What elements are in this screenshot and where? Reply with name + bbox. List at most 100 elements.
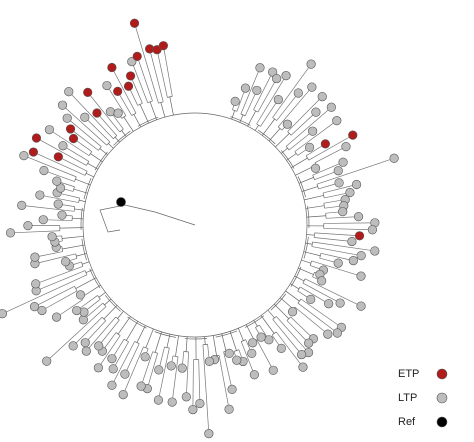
tip bbox=[204, 429, 214, 439]
tip bbox=[308, 126, 318, 136]
tip bbox=[320, 139, 330, 149]
branch bbox=[99, 116, 118, 136]
tip bbox=[317, 91, 327, 102]
tip bbox=[31, 133, 42, 143]
tip bbox=[351, 179, 362, 190]
branch bbox=[76, 316, 103, 343]
branch bbox=[76, 140, 93, 152]
branch bbox=[113, 71, 137, 114]
tip bbox=[356, 271, 366, 281]
tip bbox=[248, 338, 258, 348]
tip bbox=[356, 301, 366, 311]
branch bbox=[198, 359, 201, 400]
tip bbox=[166, 361, 176, 371]
branch bbox=[324, 193, 346, 199]
branch bbox=[88, 316, 116, 348]
tip bbox=[293, 88, 303, 98]
branch bbox=[126, 321, 139, 341]
branch bbox=[100, 335, 121, 365]
tip bbox=[53, 152, 63, 162]
branch bbox=[244, 94, 256, 117]
branch bbox=[139, 104, 149, 124]
tip bbox=[31, 279, 41, 289]
branch bbox=[325, 211, 339, 214]
branch bbox=[207, 344, 210, 357]
tip bbox=[61, 257, 71, 267]
clade-arc bbox=[137, 116, 159, 127]
branch bbox=[40, 139, 87, 166]
branch bbox=[142, 351, 153, 382]
clade-arc bbox=[290, 266, 302, 287]
branch bbox=[69, 258, 78, 261]
branch bbox=[101, 319, 120, 343]
tip bbox=[334, 178, 344, 188]
branch bbox=[221, 333, 227, 352]
clade-arc bbox=[230, 116, 251, 126]
tip bbox=[224, 404, 234, 414]
branch bbox=[320, 252, 350, 260]
tip bbox=[39, 165, 49, 176]
branch bbox=[40, 270, 86, 290]
clade-arc bbox=[89, 268, 101, 289]
tip bbox=[282, 119, 293, 129]
clade-arc bbox=[244, 315, 265, 328]
clade-arc bbox=[154, 331, 177, 338]
tip bbox=[113, 108, 123, 118]
tip bbox=[65, 124, 76, 134]
tip bbox=[326, 102, 336, 112]
tip bbox=[310, 163, 321, 173]
tip bbox=[93, 363, 103, 373]
branch bbox=[247, 110, 257, 127]
tip bbox=[64, 87, 74, 97]
branch bbox=[302, 282, 337, 302]
branch bbox=[324, 205, 340, 209]
branch bbox=[322, 185, 353, 194]
branch bbox=[318, 183, 335, 190]
branch bbox=[233, 351, 236, 356]
branch bbox=[272, 319, 300, 352]
branch bbox=[61, 235, 84, 239]
branch bbox=[323, 228, 368, 230]
branch bbox=[73, 261, 82, 265]
branch bbox=[64, 188, 74, 192]
tip bbox=[57, 210, 67, 220]
branch bbox=[287, 99, 320, 132]
branch bbox=[238, 349, 242, 358]
tip bbox=[19, 151, 29, 161]
branch bbox=[285, 290, 300, 302]
branch bbox=[136, 325, 146, 343]
branch bbox=[297, 149, 307, 156]
branch bbox=[262, 118, 275, 136]
branch bbox=[48, 171, 75, 182]
branch bbox=[87, 120, 111, 143]
branch bbox=[114, 136, 120, 143]
branch bbox=[192, 359, 194, 406]
tip bbox=[338, 157, 348, 167]
tip bbox=[167, 397, 177, 407]
branch bbox=[90, 153, 103, 163]
branch bbox=[312, 163, 340, 176]
branch bbox=[272, 67, 309, 118]
branch bbox=[288, 133, 310, 151]
tip bbox=[107, 354, 117, 364]
tip bbox=[29, 302, 40, 312]
branch bbox=[62, 158, 88, 172]
branch bbox=[294, 123, 334, 152]
branch bbox=[75, 178, 91, 186]
branch bbox=[229, 331, 237, 351]
legend-swatch bbox=[436, 416, 448, 428]
branch bbox=[37, 153, 86, 176]
tip bbox=[333, 166, 343, 176]
tip bbox=[188, 404, 198, 415]
branch bbox=[277, 90, 310, 128]
tip bbox=[240, 83, 251, 93]
branch bbox=[61, 193, 80, 199]
tip bbox=[177, 363, 187, 373]
tip bbox=[306, 294, 316, 304]
branch bbox=[175, 335, 179, 357]
branch bbox=[98, 292, 106, 298]
branch bbox=[297, 302, 334, 331]
branch bbox=[312, 276, 318, 280]
branch bbox=[308, 137, 350, 161]
branch bbox=[256, 79, 285, 125]
